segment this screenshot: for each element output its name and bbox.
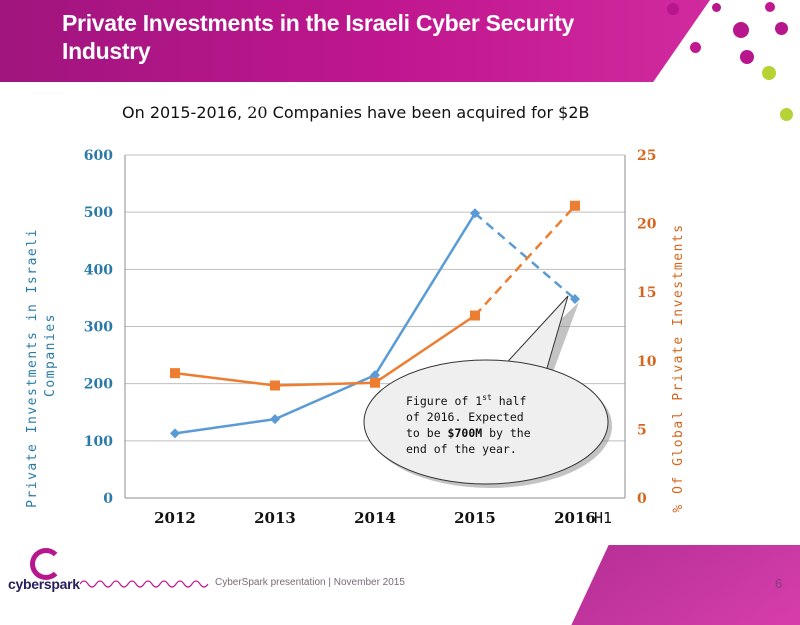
- right-tick-label: 5: [637, 422, 647, 438]
- decor-dot: [712, 3, 721, 12]
- left-tick-label: 200: [84, 377, 113, 393]
- decor-dot: [667, 3, 679, 15]
- decor-dot: [765, 2, 775, 12]
- decor-dot: [775, 22, 788, 35]
- left-tick-label: 600: [84, 148, 113, 164]
- callout-line1a: Figure of 1: [406, 394, 482, 408]
- right-tick-label: 15: [637, 285, 656, 301]
- decor-dot: [690, 42, 701, 53]
- logo-icon: [30, 548, 62, 580]
- series-point-square: [370, 377, 380, 388]
- callout-line3a: to be: [406, 426, 448, 440]
- logo-text: cyberspark: [8, 576, 80, 592]
- series-point-square: [270, 380, 280, 391]
- header-banner: Private Investments in the Israeli Cyber…: [0, 0, 800, 82]
- left-axis-label-line2: Companies: [43, 313, 58, 397]
- callout-bold: $700M: [448, 426, 483, 440]
- decor-dot-lime: [780, 108, 793, 121]
- subtitle-suffix: Companies have been acquired for $2B: [267, 103, 590, 122]
- series-line-dashed: [474, 212, 576, 301]
- right-tick-label: 10: [637, 354, 657, 370]
- x-tick-label: 2012: [154, 509, 196, 527]
- left-tick-label: 300: [84, 320, 113, 336]
- x-tick-label: 2015: [454, 509, 496, 527]
- x-tick-label: 2014: [354, 509, 396, 527]
- right-tick-label: 20: [637, 217, 657, 233]
- series-line-solid: [174, 314, 476, 387]
- subtitle-number: 20: [247, 103, 268, 122]
- callout-bubble: Figure of 1st half of 2016. Expected to …: [363, 295, 612, 488]
- footer-text: CyberSpark presentation | November 2015: [215, 577, 405, 588]
- series-point-square: [470, 310, 480, 321]
- left-tick-label: 400: [84, 262, 113, 278]
- decor-dot: [733, 22, 749, 38]
- right-tick-label: 0: [637, 491, 647, 507]
- right-tick-label: 25: [637, 148, 656, 164]
- left-tick-label: 100: [84, 434, 113, 450]
- series-point-diamond: [470, 208, 480, 219]
- x-tick-label: 2013: [254, 509, 296, 527]
- series-point-square: [570, 200, 580, 211]
- left-tick-label: 500: [84, 205, 113, 221]
- page-number: 6: [775, 576, 783, 591]
- series-line-dashed: [474, 204, 576, 317]
- series-point-diamond: [370, 370, 380, 381]
- x-tick-label: 2016: [554, 509, 596, 527]
- x-tick-suffix: H1: [594, 509, 612, 527]
- callout-sup: st: [482, 393, 492, 402]
- series-point-diamond: [270, 414, 280, 425]
- callout-line1b: half: [492, 394, 527, 408]
- left-axis-label-line1: Private Investments in Israeli: [25, 228, 40, 508]
- series-point-square: [170, 368, 180, 379]
- right-axis-label: % Of Global Private Investments: [671, 223, 686, 512]
- callout-line2: of 2016. Expected: [406, 410, 524, 424]
- series-point-diamond: [570, 294, 580, 305]
- series-line-solid: [174, 212, 477, 435]
- footer-wave: [80, 580, 209, 588]
- footer-corner-shape: [571, 545, 800, 625]
- investment-chart: 0 100 200 300 400 500 600 0 5 10 15 20 25 2012 2013 2…: [25, 148, 686, 527]
- callout-line3b: by the: [482, 426, 531, 440]
- header-band: [0, 0, 710, 82]
- subtitle: On 2015-2016, 20 Companies have been acq…: [122, 103, 590, 122]
- svg-text:Figure of 1st half of 20: Figure of 1st half of 2016. Expected to …: [406, 393, 538, 456]
- slide-title: Private Investments in the Israeli Cyber…: [62, 10, 574, 64]
- subtitle-prefix: On 2015-2016,: [122, 103, 248, 122]
- decor-dot: [762, 66, 776, 80]
- series-point-diamond: [170, 428, 180, 439]
- left-tick-label: 0: [103, 491, 113, 507]
- callout-line4: end of the year.: [406, 442, 517, 456]
- decor-dot: [740, 50, 754, 64]
